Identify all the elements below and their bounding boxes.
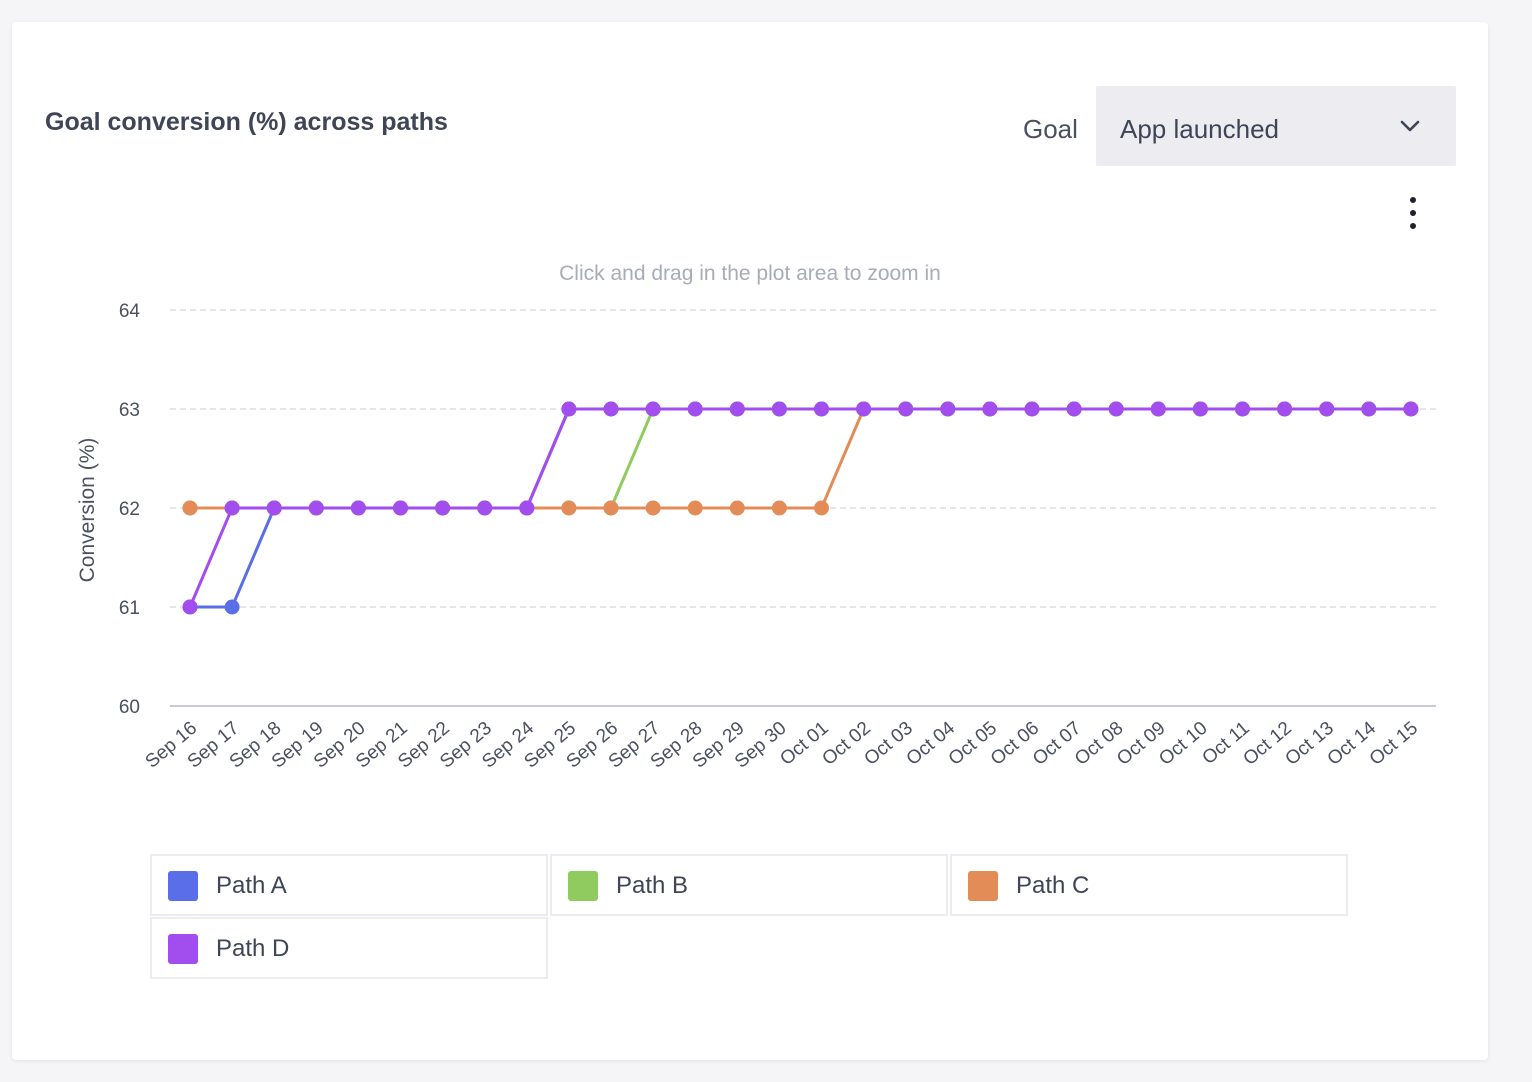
series-line-path-c bbox=[190, 407, 1411, 510]
chart-title: Goal conversion (%) across paths bbox=[45, 108, 448, 136]
data-point bbox=[308, 500, 324, 516]
goal-label: Goal bbox=[1023, 114, 1078, 144]
data-point bbox=[940, 401, 956, 417]
data-point bbox=[856, 401, 872, 417]
data-point bbox=[561, 500, 577, 516]
y-axis-label: Conversion (%) bbox=[76, 438, 99, 583]
data-point bbox=[561, 401, 577, 417]
data-point bbox=[1235, 401, 1250, 417]
goal-dropdown-value: App launched bbox=[1120, 114, 1280, 144]
legend-label: Path D bbox=[216, 935, 290, 962]
chevron-down-icon bbox=[1400, 119, 1420, 138]
y-tick-label: 60 bbox=[119, 697, 140, 718]
kebab-menu-icon[interactable] bbox=[1402, 197, 1424, 237]
legend-label: Path B bbox=[616, 872, 689, 899]
data-point bbox=[350, 500, 366, 516]
legend-item-path-b[interactable]: Path B bbox=[550, 854, 948, 916]
data-point bbox=[393, 500, 408, 516]
data-point bbox=[1277, 401, 1293, 417]
data-point bbox=[477, 500, 493, 516]
legend-item-path-c[interactable]: Path C bbox=[950, 854, 1348, 916]
data-point bbox=[1319, 401, 1335, 417]
data-point bbox=[603, 500, 619, 516]
legend-swatch bbox=[168, 934, 198, 964]
x-tick-label: Oct 10 bbox=[1155, 718, 1211, 770]
zoom-hint: Click and drag in the plot area to zoom … bbox=[559, 262, 941, 285]
chart-card: Goal conversion (%) across paths Goal Ap… bbox=[12, 22, 1488, 1060]
data-point bbox=[1066, 401, 1082, 417]
legend-label: Path A bbox=[216, 872, 287, 899]
legend-swatch bbox=[168, 871, 198, 901]
legend-swatch bbox=[968, 871, 998, 901]
data-point bbox=[519, 500, 535, 516]
data-point bbox=[687, 500, 703, 516]
data-point bbox=[729, 401, 745, 417]
data-point bbox=[982, 401, 998, 417]
y-tick-label: 62 bbox=[119, 499, 140, 520]
legend-swatch bbox=[568, 871, 598, 901]
legend-item-path-a[interactable]: Path A bbox=[150, 854, 548, 916]
y-tick-label: 61 bbox=[119, 598, 140, 619]
legend-label: Path C bbox=[1016, 872, 1090, 899]
series-line-path-b bbox=[190, 407, 1411, 510]
data-point bbox=[224, 599, 240, 615]
data-point bbox=[224, 500, 240, 516]
data-point bbox=[687, 401, 703, 417]
data-point bbox=[645, 500, 661, 516]
data-point bbox=[898, 401, 914, 417]
data-point bbox=[814, 500, 829, 516]
data-point bbox=[814, 401, 829, 417]
x-tick-label: Oct 15 bbox=[1366, 718, 1422, 770]
data-point bbox=[1192, 401, 1208, 417]
data-point bbox=[603, 401, 619, 417]
data-point bbox=[771, 500, 787, 516]
data-point bbox=[435, 500, 451, 516]
data-point bbox=[182, 599, 198, 615]
legend-item-path-d[interactable]: Path D bbox=[150, 917, 548, 979]
data-point bbox=[1150, 401, 1166, 417]
data-point bbox=[771, 401, 787, 417]
data-point bbox=[1403, 401, 1419, 417]
y-tick-label: 64 bbox=[119, 301, 141, 322]
goal-dropdown[interactable]: App launched bbox=[1096, 86, 1456, 166]
data-point bbox=[729, 500, 745, 516]
data-point bbox=[1108, 401, 1124, 417]
data-point bbox=[182, 500, 198, 516]
y-tick-label: 63 bbox=[119, 400, 140, 421]
data-point bbox=[1024, 401, 1040, 417]
data-point bbox=[645, 401, 661, 417]
data-point bbox=[266, 500, 282, 516]
data-point bbox=[1361, 401, 1377, 417]
